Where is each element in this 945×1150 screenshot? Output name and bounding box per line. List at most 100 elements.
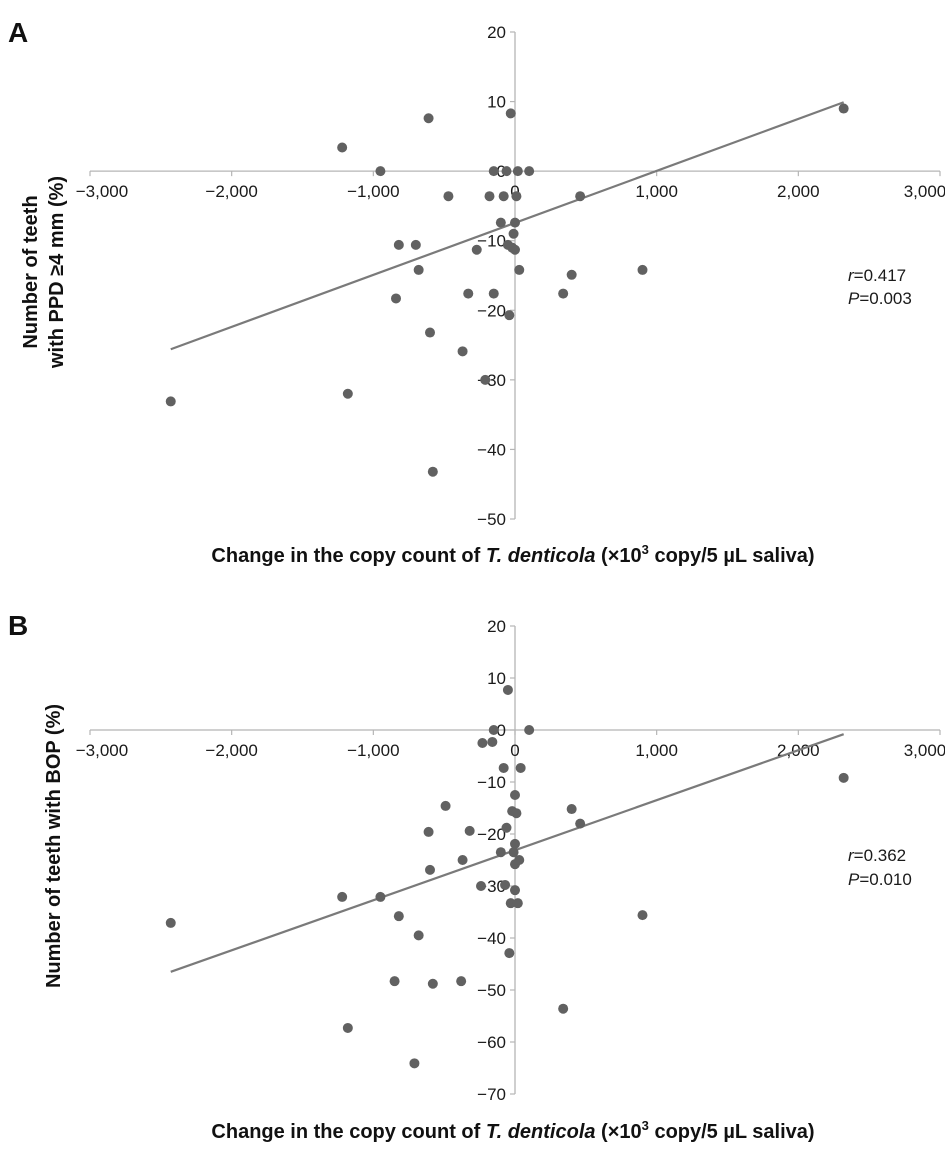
panel-a-data-point	[488, 166, 499, 177]
panel-b-x-tick-label: −1,000	[347, 741, 399, 760]
panel-b-r-value: r=0.362	[848, 846, 906, 865]
panel-a-x-tick-label: −3,000	[76, 182, 128, 201]
panel-b-data-point	[425, 864, 435, 875]
panel-b-data-point	[502, 684, 513, 695]
panel-a-data-point	[480, 374, 491, 385]
panel-b-data-point	[515, 762, 526, 773]
panel-a-data-point	[495, 217, 506, 228]
panel-b-data-point	[393, 911, 404, 922]
panel-a-data-point	[514, 264, 525, 275]
panel-a-y-tick-label: −40	[477, 440, 506, 459]
panel-a-data-point	[508, 228, 519, 239]
panel-a-data-point	[391, 293, 401, 304]
panel-a-data-point	[498, 191, 509, 202]
panel-a-data-point	[471, 244, 482, 255]
panel-b-data-point	[508, 847, 519, 858]
panel-a-data-point	[838, 103, 849, 114]
panel-a-r-value: r=0.417	[848, 266, 906, 285]
panel-b-data-point	[505, 898, 516, 909]
panel-b-data-point	[342, 1022, 353, 1033]
panel-a-y-tick-label: 20	[487, 23, 506, 42]
panel-a: A −3,000 −2,000 −1,000 0 1,000 2,000 3,000 20 1…	[8, 17, 945, 567]
panel-a-data-point	[501, 166, 512, 177]
panel-a-data-point	[443, 191, 454, 202]
panel-a-trendline	[170, 101, 845, 351]
panel-letter-a: A	[8, 17, 28, 48]
panel-a-data-point	[463, 288, 474, 299]
panel-b-data-point	[495, 847, 506, 858]
panel-b-x-axis-title: Change in the copy count of T. denticola…	[211, 1118, 814, 1143]
panel-a-data-point	[575, 191, 586, 202]
panel-a-data-point	[457, 346, 468, 357]
panel-b-y-tick-label: −30	[477, 877, 506, 896]
panel-b-x-tick-label: 3,000	[904, 741, 945, 760]
panel-b-x-tick-label: 0	[510, 741, 519, 760]
panel-a-data-point	[427, 466, 438, 477]
panel-b-data-point	[637, 910, 648, 921]
panel-b-data-point	[375, 891, 386, 902]
panel-b-data-point	[500, 879, 511, 890]
panel-letter-b: B	[8, 610, 28, 641]
panel-a-p-value: P=0.003	[848, 289, 912, 308]
panel-a-x-tick-label: −1,000	[347, 182, 399, 201]
panel-b-data-point	[423, 826, 434, 837]
panel-a-y-tick-label: 10	[487, 93, 506, 112]
panel-b-data-point	[440, 800, 451, 811]
panel-b-data-point	[511, 808, 522, 819]
panel-a-data-point	[566, 269, 577, 280]
panel-a-x-axis-title: Change in the copy count of T. denticola…	[211, 542, 814, 567]
panel-b-data-points	[165, 684, 849, 1069]
panel-b-data-point	[510, 885, 520, 896]
panel-b-trendline	[170, 733, 845, 973]
panel-a-data-point	[393, 239, 404, 250]
panel-a-data-point	[165, 396, 176, 407]
panel-a-x-tick-label: −2,000	[205, 182, 257, 201]
panel-b-data-point	[165, 917, 176, 928]
panel-a-y-axis-title-line-1: Number of teeth	[20, 195, 42, 348]
panel-a-data-point	[505, 108, 516, 119]
panel-b-data-point	[524, 725, 535, 735]
panel-a-data-point	[488, 288, 499, 299]
panel-b-p-value: P=0.010	[848, 870, 912, 889]
panel-a-data-point	[524, 166, 535, 177]
panel-a-data-point	[511, 191, 522, 202]
panel-b-x-tick-label: −2,000	[205, 741, 257, 760]
panel-b-data-point	[566, 804, 577, 815]
panel-b-data-point	[464, 825, 475, 836]
panel-b-data-point	[476, 881, 486, 891]
panel-a-data-point	[423, 113, 434, 124]
panel-b-data-point	[504, 948, 515, 959]
panel-a-x-tick-label: 3,000	[904, 182, 945, 201]
panel-a-data-point	[637, 264, 648, 275]
panel-b-y-axis-title: Number of teeth with BOP (%)	[43, 704, 65, 988]
panel-a-y-tick-label: 0	[497, 162, 506, 181]
panel-b-y-tick-label: −50	[477, 981, 506, 1000]
panel-b-data-point	[512, 898, 523, 909]
panel-b-y-tick-label: −60	[477, 1033, 506, 1052]
panel-b-y-tick-label: −70	[477, 1085, 506, 1104]
panel-a-data-points	[165, 103, 849, 477]
panel-a-data-point	[413, 264, 424, 275]
panel-a-x-tick-label: 1,000	[635, 182, 678, 201]
panel-b-data-point	[337, 891, 348, 902]
panel-b-data-point	[409, 1058, 420, 1069]
panel-a-data-point	[342, 388, 353, 399]
panel-a-data-point	[510, 244, 520, 255]
panel-a-data-point	[410, 239, 421, 250]
panel-b-y-tick-label: −20	[477, 825, 506, 844]
panel-a-data-point	[375, 166, 386, 177]
panel-a-axes	[89, 31, 941, 520]
panel-b-y-tick-label: 0	[497, 721, 506, 740]
panel-a-data-point	[337, 142, 348, 153]
panel-b-data-point	[575, 818, 586, 829]
panel-a-y-axis-title-line-2: with PPD ≥4 mm (%)	[46, 176, 68, 369]
panel-b-data-point	[413, 930, 424, 941]
panel-b-data-point	[488, 725, 499, 735]
panel-b-data-point	[510, 838, 520, 849]
panel-b-data-point	[477, 738, 488, 748]
panel-b-data-point	[389, 976, 400, 987]
panel-b-data-point	[514, 855, 525, 865]
